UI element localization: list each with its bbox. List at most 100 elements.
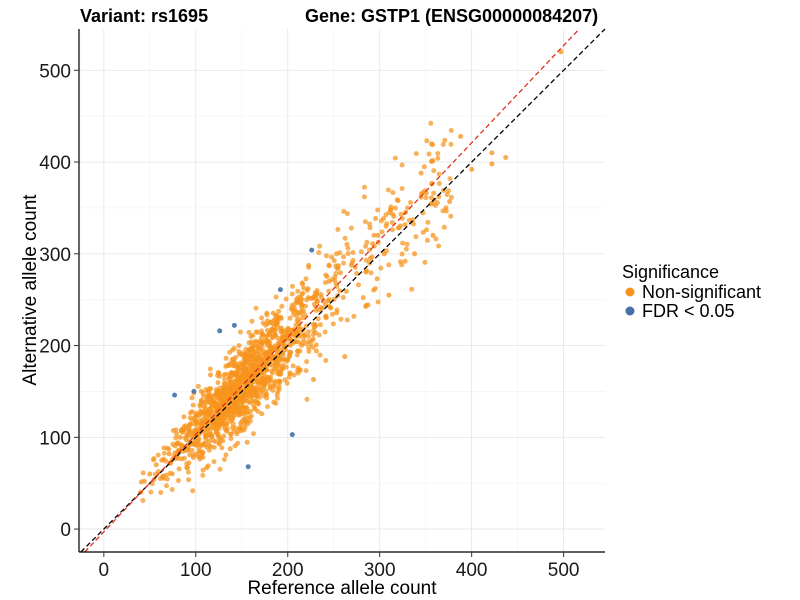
point-non-significant [313, 330, 319, 336]
point-non-significant [436, 243, 442, 249]
point-non-significant [249, 318, 255, 324]
point-non-significant [220, 423, 226, 428]
point-non-significant [147, 471, 153, 477]
point-non-significant [447, 176, 453, 182]
point-non-significant [285, 329, 291, 335]
point-non-significant [344, 317, 350, 323]
point-non-significant [313, 348, 319, 354]
point-non-significant [275, 395, 281, 401]
point-non-significant [391, 213, 397, 219]
point-non-significant [306, 345, 312, 351]
point-non-significant [190, 435, 196, 441]
point-non-significant [326, 297, 332, 303]
point-non-significant [389, 227, 395, 233]
point-non-significant [273, 400, 279, 406]
point-non-significant [259, 345, 265, 351]
point-non-significant [240, 404, 246, 410]
point-non-significant [233, 354, 239, 360]
point-non-significant [295, 348, 301, 354]
point-non-significant [278, 356, 284, 362]
y-tick-label: 100 [39, 428, 71, 449]
point-fdr-significant [217, 328, 223, 334]
point-non-significant [318, 292, 324, 297]
identity-line [80, 28, 606, 553]
point-non-significant [297, 367, 303, 373]
point-non-significant [253, 305, 259, 311]
point-non-significant [204, 419, 209, 425]
point-non-significant [261, 357, 267, 362]
point-non-significant [208, 372, 213, 378]
point-non-significant [253, 338, 259, 344]
point-non-significant [242, 417, 248, 423]
point-non-significant [443, 205, 449, 211]
point-non-significant [293, 339, 299, 345]
point-non-significant [489, 150, 495, 156]
point-non-significant [287, 351, 293, 357]
point-non-significant [283, 296, 289, 302]
point-non-significant [221, 457, 227, 462]
point-non-significant [349, 260, 355, 266]
point-non-significant [257, 394, 263, 400]
x-tick-label: 500 [548, 560, 580, 581]
point-non-significant [185, 469, 191, 475]
point-non-significant [232, 383, 238, 389]
point-non-significant [164, 483, 169, 489]
point-non-significant [167, 470, 173, 476]
point-non-significant [330, 321, 336, 327]
legend-item-fdr: FDR < 0.05 [625, 301, 735, 321]
point-non-significant [372, 286, 378, 291]
point-non-significant [200, 472, 206, 478]
point-non-significant [368, 255, 373, 261]
point-non-significant [251, 403, 257, 408]
point-non-significant [361, 194, 367, 200]
point-non-significant [425, 237, 430, 243]
point-non-significant [160, 474, 166, 480]
y-axis-ticks: 0 100 200 300 400 500 [39, 61, 79, 541]
point-non-significant [469, 166, 475, 172]
point-non-significant [161, 450, 167, 456]
point-non-significant [252, 398, 258, 404]
point-non-significant [335, 263, 341, 269]
point-non-significant [288, 342, 294, 348]
point-non-significant [261, 385, 267, 391]
point-non-significant [249, 354, 255, 360]
point-non-significant [441, 224, 447, 230]
point-non-significant [241, 409, 247, 415]
point-non-significant [258, 339, 264, 345]
point-non-significant [326, 278, 332, 284]
point-non-significant [238, 396, 244, 402]
point-non-significant [351, 313, 357, 319]
point-non-significant [163, 472, 169, 478]
point-non-significant [196, 454, 202, 460]
point-non-significant [141, 478, 147, 484]
point-non-significant [381, 251, 387, 257]
point-non-significant [342, 235, 348, 241]
point-non-significant [334, 307, 340, 313]
point-non-significant [266, 341, 272, 346]
point-non-significant [189, 395, 195, 401]
point-non-significant [489, 161, 495, 167]
point-non-significant [398, 211, 404, 217]
point-non-significant [448, 194, 454, 200]
point-non-significant [227, 409, 233, 415]
point-non-significant [177, 434, 183, 440]
point-non-significant [276, 386, 282, 392]
point-non-significant [215, 380, 221, 386]
point-non-significant [204, 411, 210, 417]
point-fdr-significant [172, 392, 178, 398]
point-non-significant [276, 371, 282, 377]
point-non-significant [213, 404, 219, 410]
point-non-significant [221, 417, 227, 423]
point-non-significant [329, 254, 335, 260]
point-non-significant [286, 374, 292, 380]
point-non-significant [306, 333, 311, 339]
point-non-significant [224, 426, 230, 432]
point-fdr-significant [231, 322, 237, 328]
point-non-significant [200, 455, 206, 460]
x-axis-label: Reference allele count [247, 578, 437, 599]
point-non-significant [398, 259, 403, 265]
point-non-significant [200, 467, 206, 473]
point-non-significant [306, 348, 312, 354]
point-non-significant [232, 443, 238, 449]
point-non-significant [233, 425, 239, 431]
